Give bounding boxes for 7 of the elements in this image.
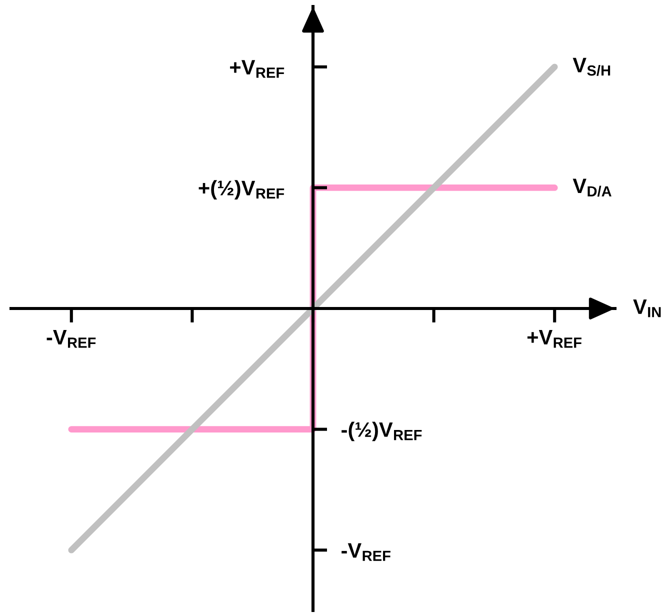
ref-line-label: +(½)V$_{REF}$ — [198, 180, 284, 200]
x-axis-title: V$_{IN}$ — [633, 300, 661, 318]
ref-line-label: +V$_{REF}$ — [230, 60, 284, 78]
ref-line-label: -V$_{REF}$ — [342, 543, 390, 561]
series-label: V$_{D/A}$ — [572, 178, 612, 197]
ref-line-label: -(½)V$_{REF}$ — [342, 422, 422, 442]
series-label: V$_{S/H}$ — [572, 58, 610, 76]
